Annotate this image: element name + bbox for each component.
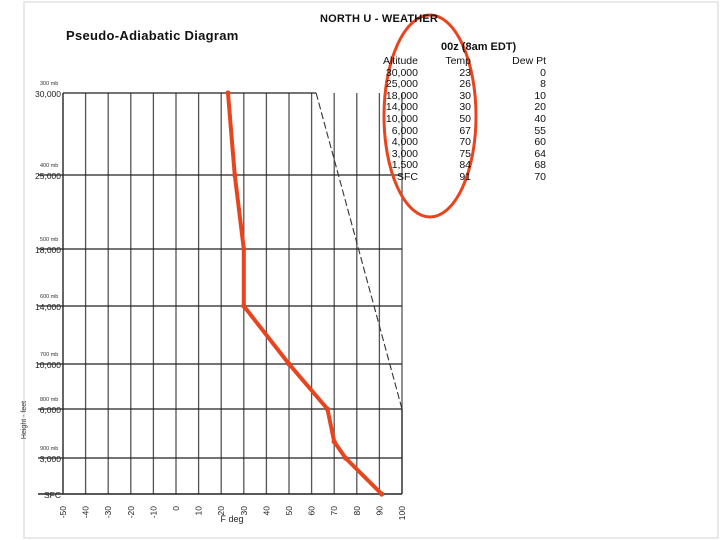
dewpoint-cell: 20 bbox=[534, 101, 546, 114]
brand-title: NORTH U - WEATHER bbox=[320, 13, 439, 25]
temperature-data-point bbox=[241, 303, 247, 309]
temp-cell: 30 bbox=[459, 89, 471, 102]
height-label: 10,000 bbox=[35, 360, 61, 370]
dewpoint-cell: 64 bbox=[534, 147, 546, 160]
x-tick-label: -50 bbox=[58, 506, 68, 519]
x-tick-label: 10 bbox=[194, 506, 204, 516]
dewpoint-cell: 8 bbox=[540, 78, 546, 91]
x-tick-label: 50 bbox=[284, 506, 294, 516]
temp-cell: 70 bbox=[459, 136, 471, 149]
x-tick-label: 80 bbox=[352, 506, 362, 516]
altitude-cell: 25,000 bbox=[385, 78, 418, 91]
altitude-cell: 14,000 bbox=[385, 101, 418, 114]
altitude-cell: 4,000 bbox=[391, 136, 418, 149]
temperature-data-point bbox=[324, 406, 331, 412]
temp-cell: 91 bbox=[459, 170, 471, 183]
pressure-label: 800 mb bbox=[40, 397, 58, 403]
altitude-cell: 10,000 bbox=[385, 112, 418, 125]
temp-cell: 84 bbox=[459, 159, 471, 172]
temp-cell: 26 bbox=[459, 78, 471, 91]
dewpoint-cell: 70 bbox=[534, 170, 546, 183]
x-axis-label: F deg bbox=[220, 514, 243, 524]
x-tick-label: -10 bbox=[148, 506, 158, 519]
pressure-label: 700 mb bbox=[40, 352, 58, 358]
temp-column: Temp 23 26 30 30 50 67 70 75 84 91 bbox=[432, 55, 471, 184]
dewpoint-column: Dew Pt 0 8 10 20 40 55 60 64 68 70 bbox=[500, 55, 546, 184]
height-label: SFC bbox=[44, 490, 61, 500]
x-tick-label: -40 bbox=[81, 506, 91, 519]
altitude-cell: 1,500 bbox=[391, 159, 418, 172]
altitude-cell: 3,000 bbox=[391, 147, 418, 160]
altitude-cell: 6,000 bbox=[391, 124, 418, 137]
x-tick-label: -30 bbox=[103, 506, 113, 519]
altitude-header: Altitude bbox=[382, 55, 418, 67]
x-tick-label: 40 bbox=[261, 506, 271, 516]
pressure-label: 400 mb bbox=[40, 163, 58, 169]
dewpoint-cell: 40 bbox=[534, 112, 546, 125]
height-label: 3,000 bbox=[40, 454, 62, 464]
dewpoint-cell: 55 bbox=[534, 124, 546, 137]
x-tick-label: 70 bbox=[329, 506, 339, 516]
pressure-label: 500 mb bbox=[40, 237, 58, 243]
figure-border bbox=[23, 1, 719, 539]
pressure-label: 900 mb bbox=[40, 446, 58, 452]
x-tick-label: 20 bbox=[216, 506, 226, 516]
temperature-data-point bbox=[331, 439, 337, 445]
y-axis-label: Height - feet bbox=[21, 401, 28, 439]
dewpoint-cell: 10 bbox=[534, 89, 546, 102]
altitude-cell: 18,000 bbox=[385, 89, 418, 102]
sounding-time-label: 00z (8am EDT) bbox=[441, 41, 517, 53]
x-tick-label: 0 bbox=[171, 506, 181, 511]
temperature-data-point bbox=[342, 455, 349, 461]
x-tick-label: 100 bbox=[397, 506, 407, 520]
chart-title: Pseudo-Adiabatic Diagram bbox=[66, 28, 239, 43]
temp-header: Temp bbox=[445, 55, 471, 67]
height-label: 30,000 bbox=[35, 89, 61, 99]
temp-cell: 67 bbox=[459, 124, 471, 137]
dry-adiabat-line bbox=[315, 92, 403, 410]
temp-cell: 50 bbox=[459, 112, 471, 125]
dewpoint-cell: 60 bbox=[534, 136, 546, 149]
x-tick-label: -20 bbox=[126, 506, 136, 519]
altitude-cell: 30,000 bbox=[385, 66, 418, 79]
temperature-data-point bbox=[241, 246, 247, 252]
altitude-column: Altitude 30,000 25,000 18,000 14,000 10,… bbox=[372, 55, 418, 184]
temp-cell: 23 bbox=[459, 66, 471, 79]
sounding-plot: -50 -40 -30 -20 -10 0 10 20 30 40 50 60 70 80 90 100 300… bbox=[21, 13, 478, 524]
altitude-cell: SFC bbox=[397, 170, 418, 183]
x-tick-label: 60 bbox=[307, 506, 317, 516]
pressure-label: 600 mb bbox=[40, 294, 58, 300]
temperature-data-point bbox=[379, 491, 385, 497]
temperature-data-point bbox=[225, 90, 231, 96]
temp-cell: 30 bbox=[459, 101, 471, 114]
annotation-circle bbox=[382, 13, 478, 219]
height-label: 18,000 bbox=[35, 245, 61, 255]
temp-cell: 75 bbox=[459, 147, 471, 160]
x-tick-label: 90 bbox=[374, 506, 384, 516]
temperature-data-point bbox=[286, 361, 292, 367]
height-label: 6,000 bbox=[40, 405, 62, 415]
dewpoint-cell: 68 bbox=[534, 159, 546, 172]
temperature-data-point bbox=[232, 172, 238, 178]
dewpoint-header: Dew Pt bbox=[512, 55, 546, 67]
height-label: 14,000 bbox=[35, 302, 61, 312]
x-tick-label: 30 bbox=[239, 506, 249, 516]
height-label: 25,000 bbox=[35, 171, 61, 181]
dewpoint-cell: 0 bbox=[540, 66, 546, 79]
pressure-label: 300 mb bbox=[40, 81, 58, 87]
